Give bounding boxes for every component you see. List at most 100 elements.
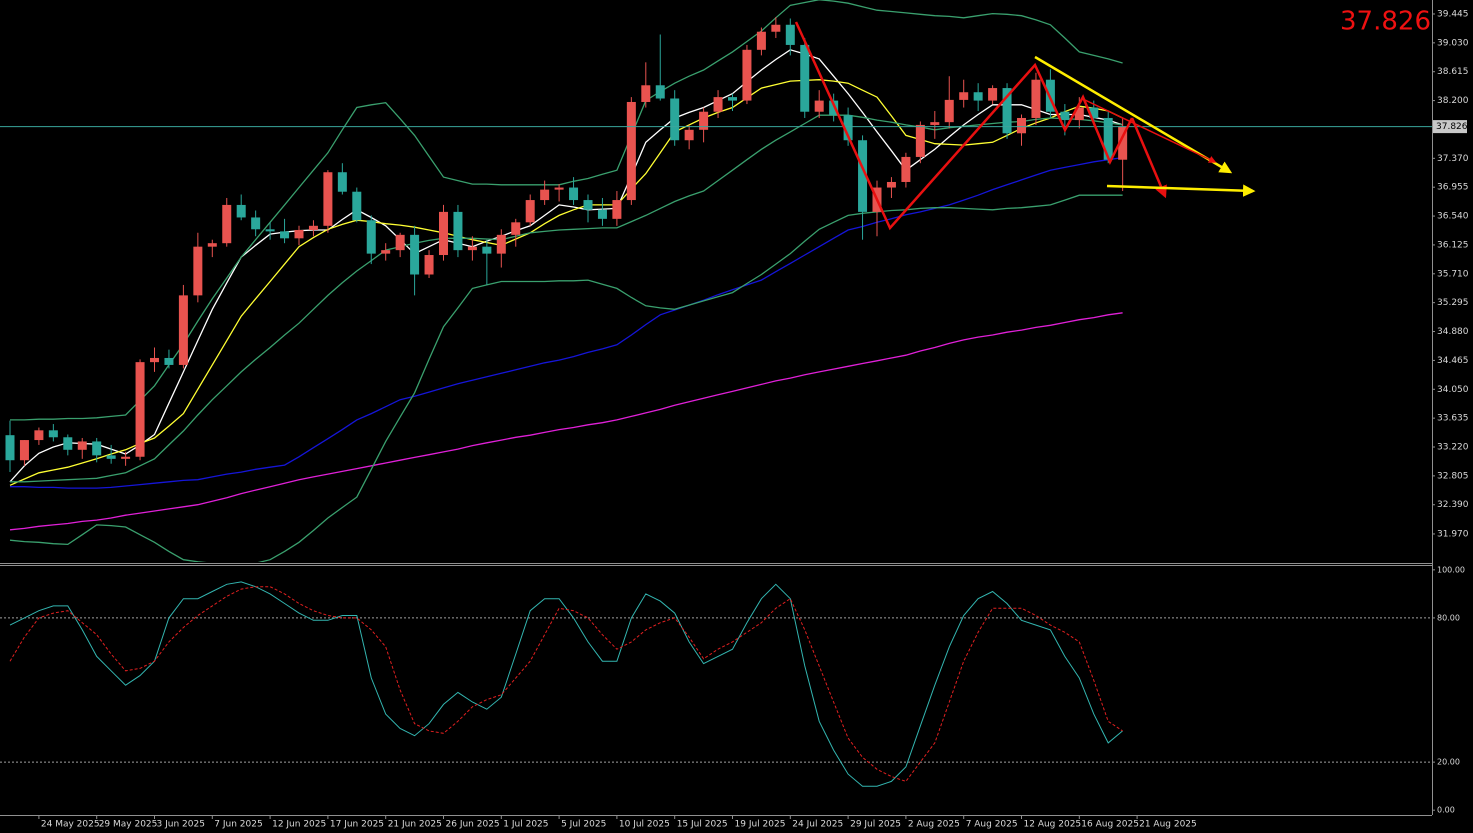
candle-body — [251, 217, 261, 230]
candle-body — [150, 357, 159, 363]
candle-body — [453, 211, 463, 251]
candle-body — [496, 234, 506, 254]
candle-body — [525, 200, 535, 223]
candle-body — [756, 31, 766, 50]
candle-body — [771, 24, 781, 32]
zigzag — [794, 21, 1134, 231]
candle-body — [280, 231, 290, 239]
current-price-label: 37.826 — [1436, 122, 1468, 132]
candle-body — [135, 362, 145, 457]
candle-body — [540, 189, 550, 201]
resistance-arrow-red — [1084, 99, 1217, 163]
candle-body — [655, 85, 665, 99]
candle-body — [439, 211, 448, 256]
x-tick-label: 24 May 2025 — [41, 820, 100, 830]
x-tick-label: 21 Aug 2025 — [1139, 820, 1197, 830]
oscillator-line — [9, 581, 1123, 787]
y-tick-label: 34.050 — [1437, 385, 1469, 395]
candle-body — [612, 200, 622, 219]
candle-body — [222, 204, 232, 244]
y-tick-label: 36.955 — [1437, 183, 1469, 193]
x-tick-label: 1 Jul 2025 — [503, 820, 548, 830]
y-tick-label: 33.635 — [1437, 414, 1469, 424]
indicator-line — [9, 79, 1123, 486]
candle-body — [265, 229, 275, 232]
candle-body — [569, 187, 579, 201]
x-tick-label: 24 Jul 2025 — [792, 820, 843, 830]
current-price-big: 37.826 — [1340, 7, 1431, 37]
indicator-line — [9, 194, 1123, 562]
candle-body — [583, 200, 593, 210]
candle-body — [597, 209, 607, 219]
y-tick-label: 34.465 — [1437, 356, 1469, 366]
candle-body — [988, 88, 998, 101]
candle-body — [236, 204, 246, 218]
candle-body — [1118, 126, 1128, 160]
candle-body — [699, 111, 709, 130]
candle-body — [684, 129, 694, 141]
x-tick-label: 3 Jun 2025 — [157, 820, 205, 830]
y-tick-label: 20.00 — [1437, 758, 1460, 767]
x-tick-label: 15 Jul 2025 — [677, 820, 728, 830]
x-tick-label: 26 Jun 2025 — [446, 820, 500, 830]
candle-body — [944, 99, 954, 123]
indicator-line — [9, 49, 1123, 483]
x-tick-label: 17 Jun 2025 — [330, 820, 384, 830]
y-tick-label: 100.00 — [1437, 565, 1465, 574]
candle-body — [323, 172, 333, 226]
price-panel — [0, 0, 1432, 562]
candle-body — [959, 92, 969, 100]
candle-body — [814, 100, 824, 112]
y-tick-label: 33.220 — [1437, 443, 1469, 453]
x-tick-label: 16 Aug 2025 — [1081, 820, 1139, 830]
oscillator-line — [9, 586, 1123, 782]
y-tick-label: 0.00 — [1437, 806, 1455, 815]
candle-body — [1060, 111, 1070, 121]
candle-body — [800, 44, 810, 112]
x-tick-label: 5 Jul 2025 — [561, 820, 606, 830]
indicator-line — [9, 312, 1123, 531]
candle-body — [785, 24, 795, 45]
candle-body — [1002, 88, 1012, 134]
candle-body — [858, 140, 868, 212]
candle-body — [77, 441, 87, 450]
candle-body — [467, 246, 477, 251]
candle-body — [381, 250, 391, 254]
candle-body — [308, 225, 318, 230]
y-tick-label: 32.805 — [1437, 471, 1469, 481]
candle-body — [1031, 79, 1041, 118]
support-arrow — [1106, 184, 1256, 197]
candle-body — [92, 441, 102, 456]
candle-body — [366, 220, 376, 254]
x-tick-label: 12 Jun 2025 — [272, 820, 326, 830]
down-arrow — [1130, 117, 1167, 199]
candle-body — [641, 85, 651, 102]
candle-body — [728, 97, 737, 101]
candle-body — [1074, 107, 1084, 121]
current-price-tag — [1433, 120, 1467, 134]
candle-body — [901, 156, 911, 182]
candle-body — [178, 295, 188, 365]
candle-body — [19, 440, 29, 461]
x-tick-label: 2 Aug 2025 — [908, 820, 960, 830]
candle-body — [63, 437, 73, 450]
y-tick-label: 34.880 — [1437, 327, 1469, 337]
x-tick-label: 10 Jul 2025 — [619, 820, 670, 830]
candle-body — [886, 181, 896, 188]
candle-body — [670, 98, 680, 141]
y-tick-label: 37.370 — [1437, 154, 1469, 164]
candle-body — [1017, 117, 1026, 134]
candle-body — [294, 229, 304, 239]
candle-body — [742, 49, 752, 101]
candle-body — [121, 456, 131, 459]
y-tick-label: 35.710 — [1437, 269, 1469, 279]
candle-body — [424, 255, 434, 275]
candle-body — [395, 234, 405, 251]
candle-body — [554, 187, 564, 190]
oscillator-panel — [0, 581, 1432, 787]
y-tick-label: 38.200 — [1437, 96, 1469, 106]
candle-body — [626, 101, 636, 201]
y-tick-label: 39.030 — [1437, 38, 1469, 48]
